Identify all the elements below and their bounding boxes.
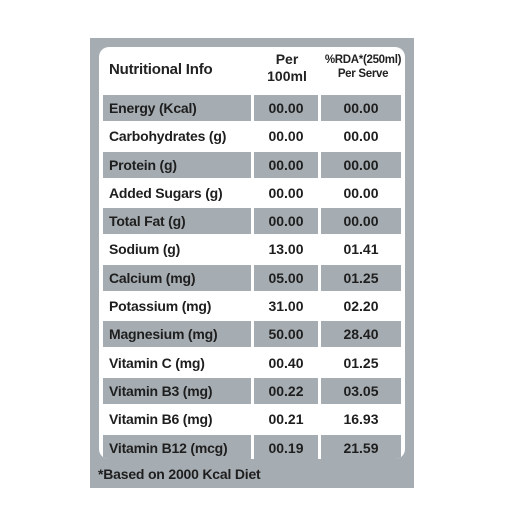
- table-row: Vitamin B3 (mg) 00.22 03.05: [99, 377, 405, 405]
- rda-value: 00.00: [343, 184, 379, 201]
- table-row: Sodium (g) 13.00 01.41: [99, 235, 405, 263]
- per-100ml-value: 13.00: [268, 241, 304, 258]
- nutrient-name: Sodium (g): [109, 241, 181, 258]
- table-row: Carbohydrates (g) 00.00 00.00: [99, 122, 405, 150]
- nutrient-name: Vitamin C (mg): [109, 354, 205, 371]
- per-100ml-value: 00.00: [254, 151, 318, 178]
- per-100ml-value: 00.00: [268, 128, 304, 145]
- table-row: Added Sugars (g) 00.00 00.00: [99, 179, 405, 207]
- header-per-100ml-line1: Per: [275, 51, 299, 67]
- nutrition-panel: Nutritional Info Per 100ml %RDA*(250ml) …: [90, 38, 414, 488]
- nutrient-name: Added Sugars (g): [109, 184, 223, 201]
- rda-value: 02.20: [343, 298, 379, 315]
- table-row: Energy (Kcal) 00.00 00.00: [99, 94, 405, 122]
- rda-value: 16.93: [343, 411, 379, 428]
- nutrient-name: Potassium (mg): [109, 298, 212, 315]
- nutrient-name: Calcium (mg): [103, 264, 251, 291]
- per-100ml-value: 05.00: [254, 264, 318, 291]
- header-rda: %RDA*(250ml) Per Serve: [321, 53, 405, 81]
- nutrient-name: Magnesium (mg): [103, 321, 251, 348]
- table-body: Energy (Kcal) 00.00 00.00 Carbohydrates …: [99, 94, 405, 459]
- rda-value: 00.00: [321, 151, 401, 178]
- table-row: Total Fat (g) 00.00 00.00: [99, 207, 405, 235]
- rda-value: 01.41: [343, 241, 379, 258]
- rda-value: 00.00: [321, 208, 401, 235]
- per-100ml-value: 00.00: [268, 184, 304, 201]
- per-100ml-value: 00.40: [268, 354, 304, 371]
- table-row: Vitamin B12 (mcg) 00.19 21.59: [99, 434, 405, 459]
- nutrient-name: Vitamin B12 (mcg): [103, 434, 251, 459]
- rda-value: 00.00: [321, 95, 401, 121]
- nutrient-name: Protein (g): [103, 151, 251, 178]
- nutrition-table: Nutritional Info Per 100ml %RDA*(250ml) …: [99, 47, 405, 459]
- nutrient-name: Carbohydrates (g): [109, 128, 227, 145]
- rda-value: 28.40: [321, 321, 401, 348]
- per-100ml-value: 00.19: [254, 434, 318, 459]
- per-100ml-value: 00.00: [254, 95, 318, 121]
- table-row: Vitamin C (mg) 00.40 01.25: [99, 349, 405, 377]
- header-rda-line2: Per Serve: [337, 68, 389, 80]
- per-100ml-value: 00.21: [268, 411, 304, 428]
- per-100ml-value: 50.00: [254, 321, 318, 348]
- table-row: Calcium (mg) 05.00 01.25: [99, 264, 405, 292]
- table-row: Magnesium (mg) 50.00 28.40: [99, 320, 405, 348]
- table-row: Vitamin B6 (mg) 00.21 16.93: [99, 405, 405, 433]
- per-100ml-value: 00.22: [254, 377, 318, 404]
- rda-value: 01.25: [321, 264, 401, 291]
- nutrient-name: Energy (Kcal): [103, 95, 251, 121]
- rda-value: 01.25: [343, 354, 379, 371]
- table-row: Protein (g) 00.00 00.00: [99, 151, 405, 179]
- table-header: Nutritional Info Per 100ml %RDA*(250ml) …: [99, 47, 405, 93]
- nutrient-name: Vitamin B3 (mg): [103, 377, 251, 404]
- nutrient-name: Total Fat (g): [103, 208, 251, 235]
- footnote: *Based on 2000 Kcal Diet: [98, 466, 261, 482]
- table-row: Potassium (mg) 31.00 02.20: [99, 292, 405, 320]
- per-100ml-value: 00.00: [254, 208, 318, 235]
- nutrient-name: Vitamin B6 (mg): [109, 411, 213, 428]
- rda-value: 00.00: [343, 128, 379, 145]
- header-nutritional-info: Nutritional Info: [109, 61, 213, 78]
- per-100ml-value: 31.00: [268, 298, 304, 315]
- header-rda-line1: %RDA*(250ml): [324, 54, 402, 66]
- header-per-100ml: Per 100ml: [257, 51, 317, 85]
- rda-value: 21.59: [321, 434, 401, 459]
- header-per-100ml-line2: 100ml: [267, 68, 307, 84]
- rda-value: 03.05: [321, 377, 401, 404]
